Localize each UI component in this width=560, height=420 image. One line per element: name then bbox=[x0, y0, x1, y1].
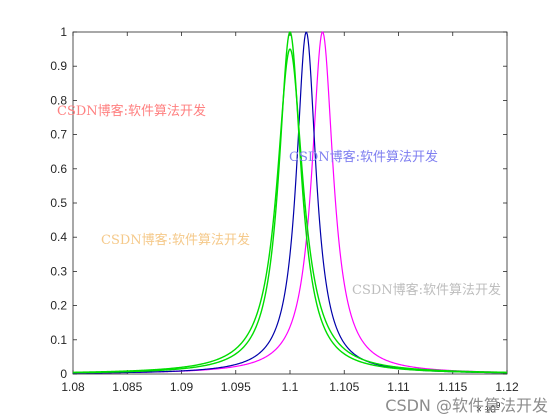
y-ticks: 0 0.1 0.2 0.3 0.4 0.5 0.6 0.7 0.8 0.9 1 bbox=[50, 25, 507, 381]
y-tick-label: 0.1 bbox=[50, 333, 67, 347]
series-line-2 bbox=[72, 30, 508, 374]
watermark-orange: CSDN博客:软件算法开发 bbox=[101, 233, 251, 248]
series-lines bbox=[72, 30, 508, 374]
series-line-0 bbox=[73, 30, 508, 374]
y-tick-label: 0.3 bbox=[50, 264, 67, 278]
x-tick-label: 1.115 bbox=[438, 380, 467, 394]
y-tick-label: 0.7 bbox=[50, 128, 67, 142]
y-tick-label: 0.4 bbox=[50, 230, 67, 244]
series-line-3 bbox=[72, 48, 508, 373]
x-tick-label: 1.105 bbox=[329, 380, 359, 394]
y-tick-label: 0.9 bbox=[50, 59, 67, 73]
x-tick-label: 1.08 bbox=[61, 380, 85, 394]
watermark-pink: CSDN博客:软件算法开发 bbox=[57, 104, 207, 119]
axes-box bbox=[72, 31, 508, 375]
x-ticks: 1.08 1.085 1.09 1.095 1.1 1.105 1.11 1.115 1.12 bbox=[61, 32, 519, 394]
x-axis-exponent: × 109 bbox=[476, 400, 500, 415]
x-tick-label: 1.11 bbox=[387, 380, 410, 394]
x-tick-label: 1.09 bbox=[170, 380, 194, 394]
watermark-blue: CSDN博客:软件算法开发 bbox=[289, 150, 439, 165]
series-line-1 bbox=[72, 31, 508, 374]
x-tick-label: 1.095 bbox=[221, 380, 251, 394]
x-exponent-power: 9 bbox=[495, 400, 501, 410]
watermark-gray: CSDN博客:软件算法开发 bbox=[352, 283, 502, 298]
y-tick-label: 0.6 bbox=[50, 162, 67, 176]
x-tick-label: 1.085 bbox=[112, 380, 142, 394]
y-tick-label: 0.2 bbox=[50, 299, 67, 313]
x-exponent-base: × 10 bbox=[476, 404, 496, 416]
y-tick-label: 0.5 bbox=[50, 196, 67, 210]
y-tick-label: 0.8 bbox=[50, 93, 67, 107]
footer-watermark: CSDN @软件算法开发 bbox=[385, 396, 548, 415]
y-tick-label: 1 bbox=[60, 25, 67, 39]
x-tick-label: 1.12 bbox=[495, 380, 519, 394]
x-tick-label: 1.1 bbox=[282, 380, 299, 394]
y-tick-label: 0 bbox=[60, 367, 67, 381]
